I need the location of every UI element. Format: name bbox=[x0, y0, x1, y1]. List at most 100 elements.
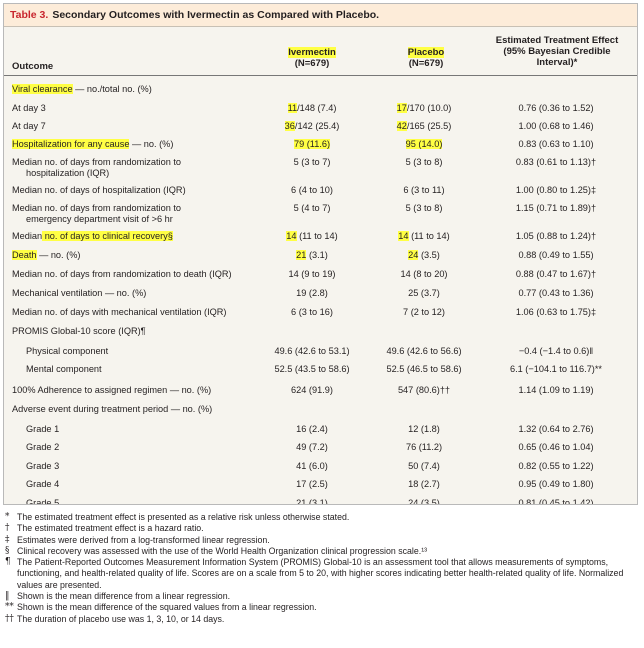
value-text: 49 (7.2) bbox=[296, 442, 328, 452]
ivermectin-value: 6 (4 to 10) bbox=[262, 185, 362, 196]
row-label: Death — no. (%) bbox=[12, 250, 262, 261]
effect-value: 0.83 (0.61 to 1.13)† bbox=[515, 157, 597, 167]
row-label: Mechanical ventilation — no. (%) bbox=[12, 288, 262, 299]
value-text: 49.6 (42.6 to 56.6) bbox=[386, 346, 462, 356]
value-text: 5 (3 to 7) bbox=[293, 157, 331, 167]
footnote: ¶ The Patient-Reported Outcomes Measureme… bbox=[5, 557, 635, 591]
row-label-text: Median no. of days from randomization to bbox=[12, 203, 182, 213]
value-text: (3.1) bbox=[306, 250, 328, 260]
row-label: Grade 2 bbox=[26, 442, 276, 453]
ivermectin-value: 624 (91.9) bbox=[262, 385, 362, 396]
effect-value: 0.88 (0.47 to 1.67)† bbox=[515, 269, 597, 279]
footnote: * The estimated treatment effect is prese… bbox=[5, 512, 635, 523]
value-text: 5 (3 to 8) bbox=[405, 157, 443, 167]
value-text: 25 (3.7) bbox=[408, 288, 440, 298]
row-label: Median no. of days from randomization to… bbox=[12, 203, 262, 225]
value-text: 6 (4 to 10) bbox=[291, 185, 333, 195]
footnotes: * The estimated treatment effect is prese… bbox=[5, 512, 635, 625]
placebo-value: 49.6 (42.6 to 56.6) bbox=[374, 346, 474, 357]
effect-value: 1.05 (0.88 to 1.24)† bbox=[515, 231, 597, 241]
value-text: 14 (8 to 20) bbox=[400, 269, 448, 279]
value-text: /170 (10.0) bbox=[406, 103, 452, 113]
value-text: 6 (3 to 16) bbox=[291, 307, 333, 317]
table-frame: Table 3. Secondary Outcomes with Ivermec… bbox=[3, 3, 638, 505]
footnote-symbol: ‡ bbox=[5, 534, 10, 545]
row-label-text: Median no. of days from randomization to… bbox=[12, 269, 232, 279]
header-ivermectin: Ivermectin (N=679) bbox=[272, 47, 352, 69]
effect-value: 0.65 (0.46 to 1.04) bbox=[518, 442, 594, 452]
effect-value: 1.14 (1.09 to 1.19) bbox=[518, 385, 594, 395]
footnote-text: Clinical recovery was assessed with the … bbox=[17, 545, 428, 556]
row-label-text: At day 7 bbox=[12, 121, 46, 131]
ivermectin-value: 49.6 (42.6 to 53.1) bbox=[262, 346, 362, 357]
value-text: 24 (3.5) bbox=[408, 498, 440, 505]
placebo-value: 24 (3.5) bbox=[374, 498, 474, 505]
value-text: 49.6 (42.6 to 53.1) bbox=[274, 346, 350, 356]
effect-value: 1.32 (0.64 to 2.76) bbox=[518, 424, 594, 434]
row-label: Median no. of days with mechanical venti… bbox=[12, 307, 262, 318]
value-text: 7 (2 to 12) bbox=[403, 307, 445, 317]
value-text: /165 (25.5) bbox=[406, 121, 452, 131]
header-outcome: Outcome bbox=[12, 61, 54, 72]
value-text: 19 (2.8) bbox=[296, 288, 328, 298]
placebo-value: 18 (2.7) bbox=[374, 479, 474, 490]
value-text: 79 (11.6) bbox=[293, 139, 331, 149]
ivermectin-value: 11/148 (7.4) bbox=[262, 103, 362, 114]
placebo-value: 76 (11.2) bbox=[374, 442, 474, 453]
value-highlight: 11 bbox=[287, 103, 298, 113]
placebo-value: 50 (7.4) bbox=[374, 461, 474, 472]
row-label: Mental component bbox=[26, 364, 276, 375]
value-text: /148 (7.4) bbox=[297, 103, 337, 113]
placebo-value: 42/165 (25.5) bbox=[374, 121, 474, 132]
footnote: § Clinical recovery was assessed with the… bbox=[5, 546, 635, 557]
value-text: 17 (2.5) bbox=[296, 479, 328, 489]
row-label-text: Median no. of days with mechanical venti… bbox=[12, 307, 227, 317]
row-label-text: — no. (%) bbox=[36, 250, 81, 260]
footnote-symbol: †† bbox=[5, 613, 14, 624]
ivermectin-value: 14 (11 to 14) bbox=[262, 231, 362, 242]
footnote: †† The duration of placebo use was 1, 3, … bbox=[5, 614, 635, 625]
value-highlight: 14 bbox=[286, 231, 297, 241]
row-label: Grade 1 bbox=[26, 424, 276, 435]
ivermectin-value: 5 (4 to 7) bbox=[262, 203, 362, 214]
row-label: Median no. of days from randomization to… bbox=[12, 269, 262, 280]
value-text: 5 (3 to 8) bbox=[405, 203, 443, 213]
value-text: 95 (14.0) bbox=[405, 139, 443, 149]
placebo-value: 7 (2 to 12) bbox=[374, 307, 474, 318]
value-text: 624 (91.9) bbox=[291, 385, 333, 395]
ivermectin-value: 49 (7.2) bbox=[262, 442, 362, 453]
ivermectin-value: 36/142 (25.4) bbox=[262, 121, 362, 132]
row-label: Grade 4 bbox=[26, 479, 276, 490]
row-label: 100% Adherence to assigned regimen — no.… bbox=[12, 385, 262, 396]
footnote-text: The duration of placebo use was 1, 3, 10… bbox=[17, 613, 225, 624]
row-label-text: Grade 4 bbox=[26, 479, 60, 489]
effect-value: 1.00 (0.80 to 1.25)‡ bbox=[515, 185, 597, 195]
value-text: (11 to 14) bbox=[408, 231, 450, 241]
row-label-text: Mental component bbox=[26, 364, 102, 374]
value-text: (3.5) bbox=[418, 250, 440, 260]
footnote: † The estimated treatment effect is a haz… bbox=[5, 523, 635, 534]
row-label: Median no. of days of hospitalization (I… bbox=[12, 185, 262, 196]
row-label: Grade 3 bbox=[26, 461, 276, 472]
footnote-text: Shown is the mean difference of the squa… bbox=[17, 602, 317, 613]
footnote-text: The estimated treatment effect is presen… bbox=[17, 512, 350, 522]
placebo-value: 14 (8 to 20) bbox=[374, 269, 474, 280]
footnote-text: The Patient-Reported Outcomes Measuremen… bbox=[17, 557, 624, 590]
row-label: At day 3 bbox=[12, 103, 262, 114]
ivermectin-value: 14 (9 to 19) bbox=[262, 269, 362, 280]
footnote-symbol: † bbox=[5, 523, 10, 534]
row-label: Physical component bbox=[26, 346, 276, 357]
row-label-text: At day 3 bbox=[12, 103, 46, 113]
effect-value: 0.83 (0.63 to 1.10) bbox=[518, 139, 594, 149]
value-text: 14 (9 to 19) bbox=[288, 269, 336, 279]
row-label-text: Physical component bbox=[26, 346, 109, 356]
row-label-text: PROMIS Global-10 score (IQR)¶ bbox=[12, 326, 146, 336]
row-label-text: Grade 5 bbox=[26, 498, 60, 505]
placebo-value: 25 (3.7) bbox=[374, 288, 474, 299]
value-text: 52.5 (43.5 to 58.6) bbox=[274, 364, 350, 374]
header-placebo-label: Placebo bbox=[407, 47, 445, 58]
effect-value: 0.88 (0.49 to 1.55) bbox=[518, 250, 594, 260]
value-text: (11 to 14) bbox=[296, 231, 338, 241]
footnote: ‡ Estimates were derived from a log-trans… bbox=[5, 535, 635, 546]
value-text: 41 (6.0) bbox=[296, 461, 328, 471]
